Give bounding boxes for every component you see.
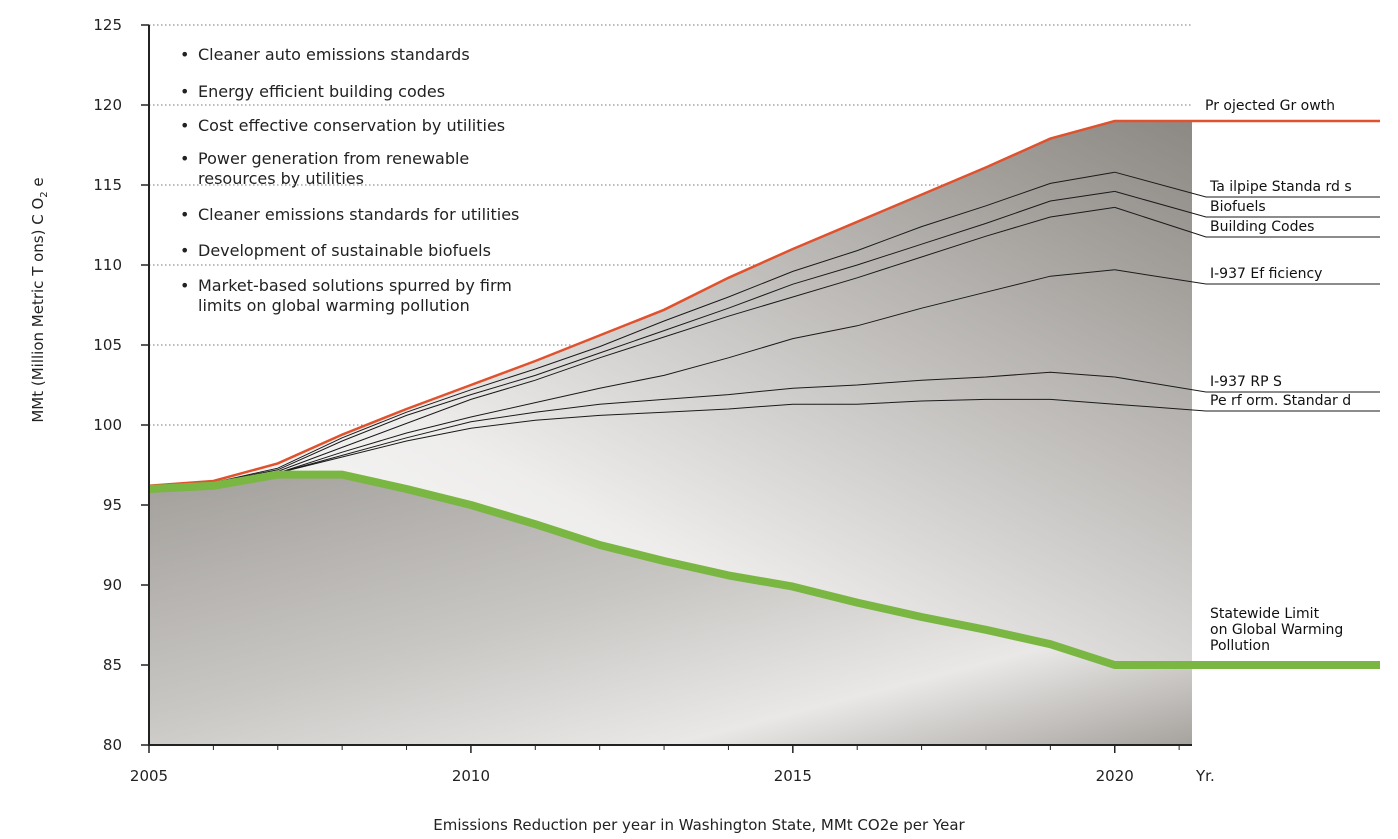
y-axis-title-main: MMt (Million Metric T ons) C O (29, 198, 47, 423)
wedge-line-0 (148, 171, 1115, 487)
leader-line-3 (1114, 269, 1380, 285)
y-tick-label-105: 105 (93, 336, 122, 354)
bullet-item-6-line-0: Market-based solutions spurred by firm (198, 276, 512, 295)
bullet-item-4-line-0: Cleaner emissions standards for utilitie… (198, 205, 519, 224)
statewide-limit-line (148, 470, 1380, 669)
area-fills (149, 121, 1192, 745)
y-tick-label-100: 100 (93, 416, 122, 434)
bullet-item-1-line-0: Energy efficient building codes (198, 82, 445, 101)
wedge-label-1: Biofuels (1210, 199, 1266, 215)
reduction-wedge-area (149, 121, 1192, 665)
limit-label-line-2: Pollution (1210, 638, 1270, 654)
bullet-dot-5: • (180, 241, 189, 260)
x-tick-label-2010: 2010 (452, 767, 490, 785)
x-tick-label-2005: 2005 (130, 767, 168, 785)
y-tick-label-90: 90 (103, 576, 122, 594)
bullet-item-6-line-1: limits on global warming pollution (198, 296, 470, 315)
series-lines (148, 119, 1380, 669)
bullet-item-0-line-0: Cleaner auto emissions standards (198, 45, 470, 64)
x-unit-label: Yr. (1195, 767, 1215, 785)
projected-growth-label: Pr ojected Gr owth (1205, 98, 1335, 114)
y-tick-label-125: 125 (93, 16, 122, 34)
bullet-item-2-line-0: Cost effective conservation by utilities (198, 116, 505, 135)
x-tick-label-2015: 2015 (774, 767, 812, 785)
wedge-label-4: I-937 RP S (1210, 374, 1282, 390)
bullet-dot-1: • (180, 82, 189, 101)
limit-label-line-1: on Global Warming (1210, 622, 1343, 638)
bullet-dot-4: • (180, 205, 189, 224)
x-tick-label-2020: 2020 (1096, 767, 1134, 785)
y-axis-title: MMt (Million Metric T ons) C O2 e (29, 177, 50, 422)
bullet-item-5-line-0: Development of sustainable biofuels (198, 241, 491, 260)
leader-line-1 (1114, 190, 1380, 218)
y-tick-label-95: 95 (103, 496, 122, 514)
wedge-label-2: Building Codes (1210, 219, 1314, 235)
wedge-label-5: Pe rf orm. Standar d (1210, 393, 1351, 409)
bullet-dot-3: • (180, 149, 189, 168)
leader-line-4 (1114, 376, 1380, 393)
limit-label-line-0: Statewide Limit (1210, 606, 1320, 622)
leader-line-2 (1114, 206, 1380, 238)
bullet-item-3-line-1: resources by utilities (198, 169, 364, 188)
x-axis-title: Emissions Reduction per year in Washingt… (433, 816, 965, 834)
axes (141, 24, 1192, 753)
wedge-line-2 (148, 206, 1115, 487)
wedge-line-1 (148, 190, 1115, 487)
y-tick-label-80: 80 (103, 736, 122, 754)
y-tick-label-85: 85 (103, 656, 122, 674)
wedge-line-4 (148, 371, 1115, 487)
y-axis-title-sub: 2 (39, 191, 50, 197)
y-tick-label-115: 115 (93, 176, 122, 194)
bullet-item-3-line-0: Power generation from renewable (198, 149, 469, 168)
bullet-dot-6: • (180, 276, 189, 295)
y-tick-label-120: 120 (93, 96, 122, 114)
bullet-dot-2: • (180, 116, 189, 135)
y-axis-title-tail: e (29, 177, 47, 191)
leader-line-5 (1114, 403, 1380, 412)
base-area (149, 474, 1192, 745)
y-tick-label-110: 110 (93, 256, 122, 274)
wedge-label-0: Ta ilpipe Standa rd s (1209, 179, 1352, 195)
leader-line-0 (1114, 171, 1380, 198)
wedge-line-5 (148, 398, 1115, 487)
text-labels: MMt (Million Metric T ons) C O2 e Emissi… (29, 16, 1352, 834)
bullet-dot-0: • (180, 45, 189, 64)
wedge-label-3: I-937 Ef ficiency (1210, 266, 1322, 282)
wedge-line-3 (148, 269, 1115, 487)
projected-growth-line (148, 119, 1380, 488)
